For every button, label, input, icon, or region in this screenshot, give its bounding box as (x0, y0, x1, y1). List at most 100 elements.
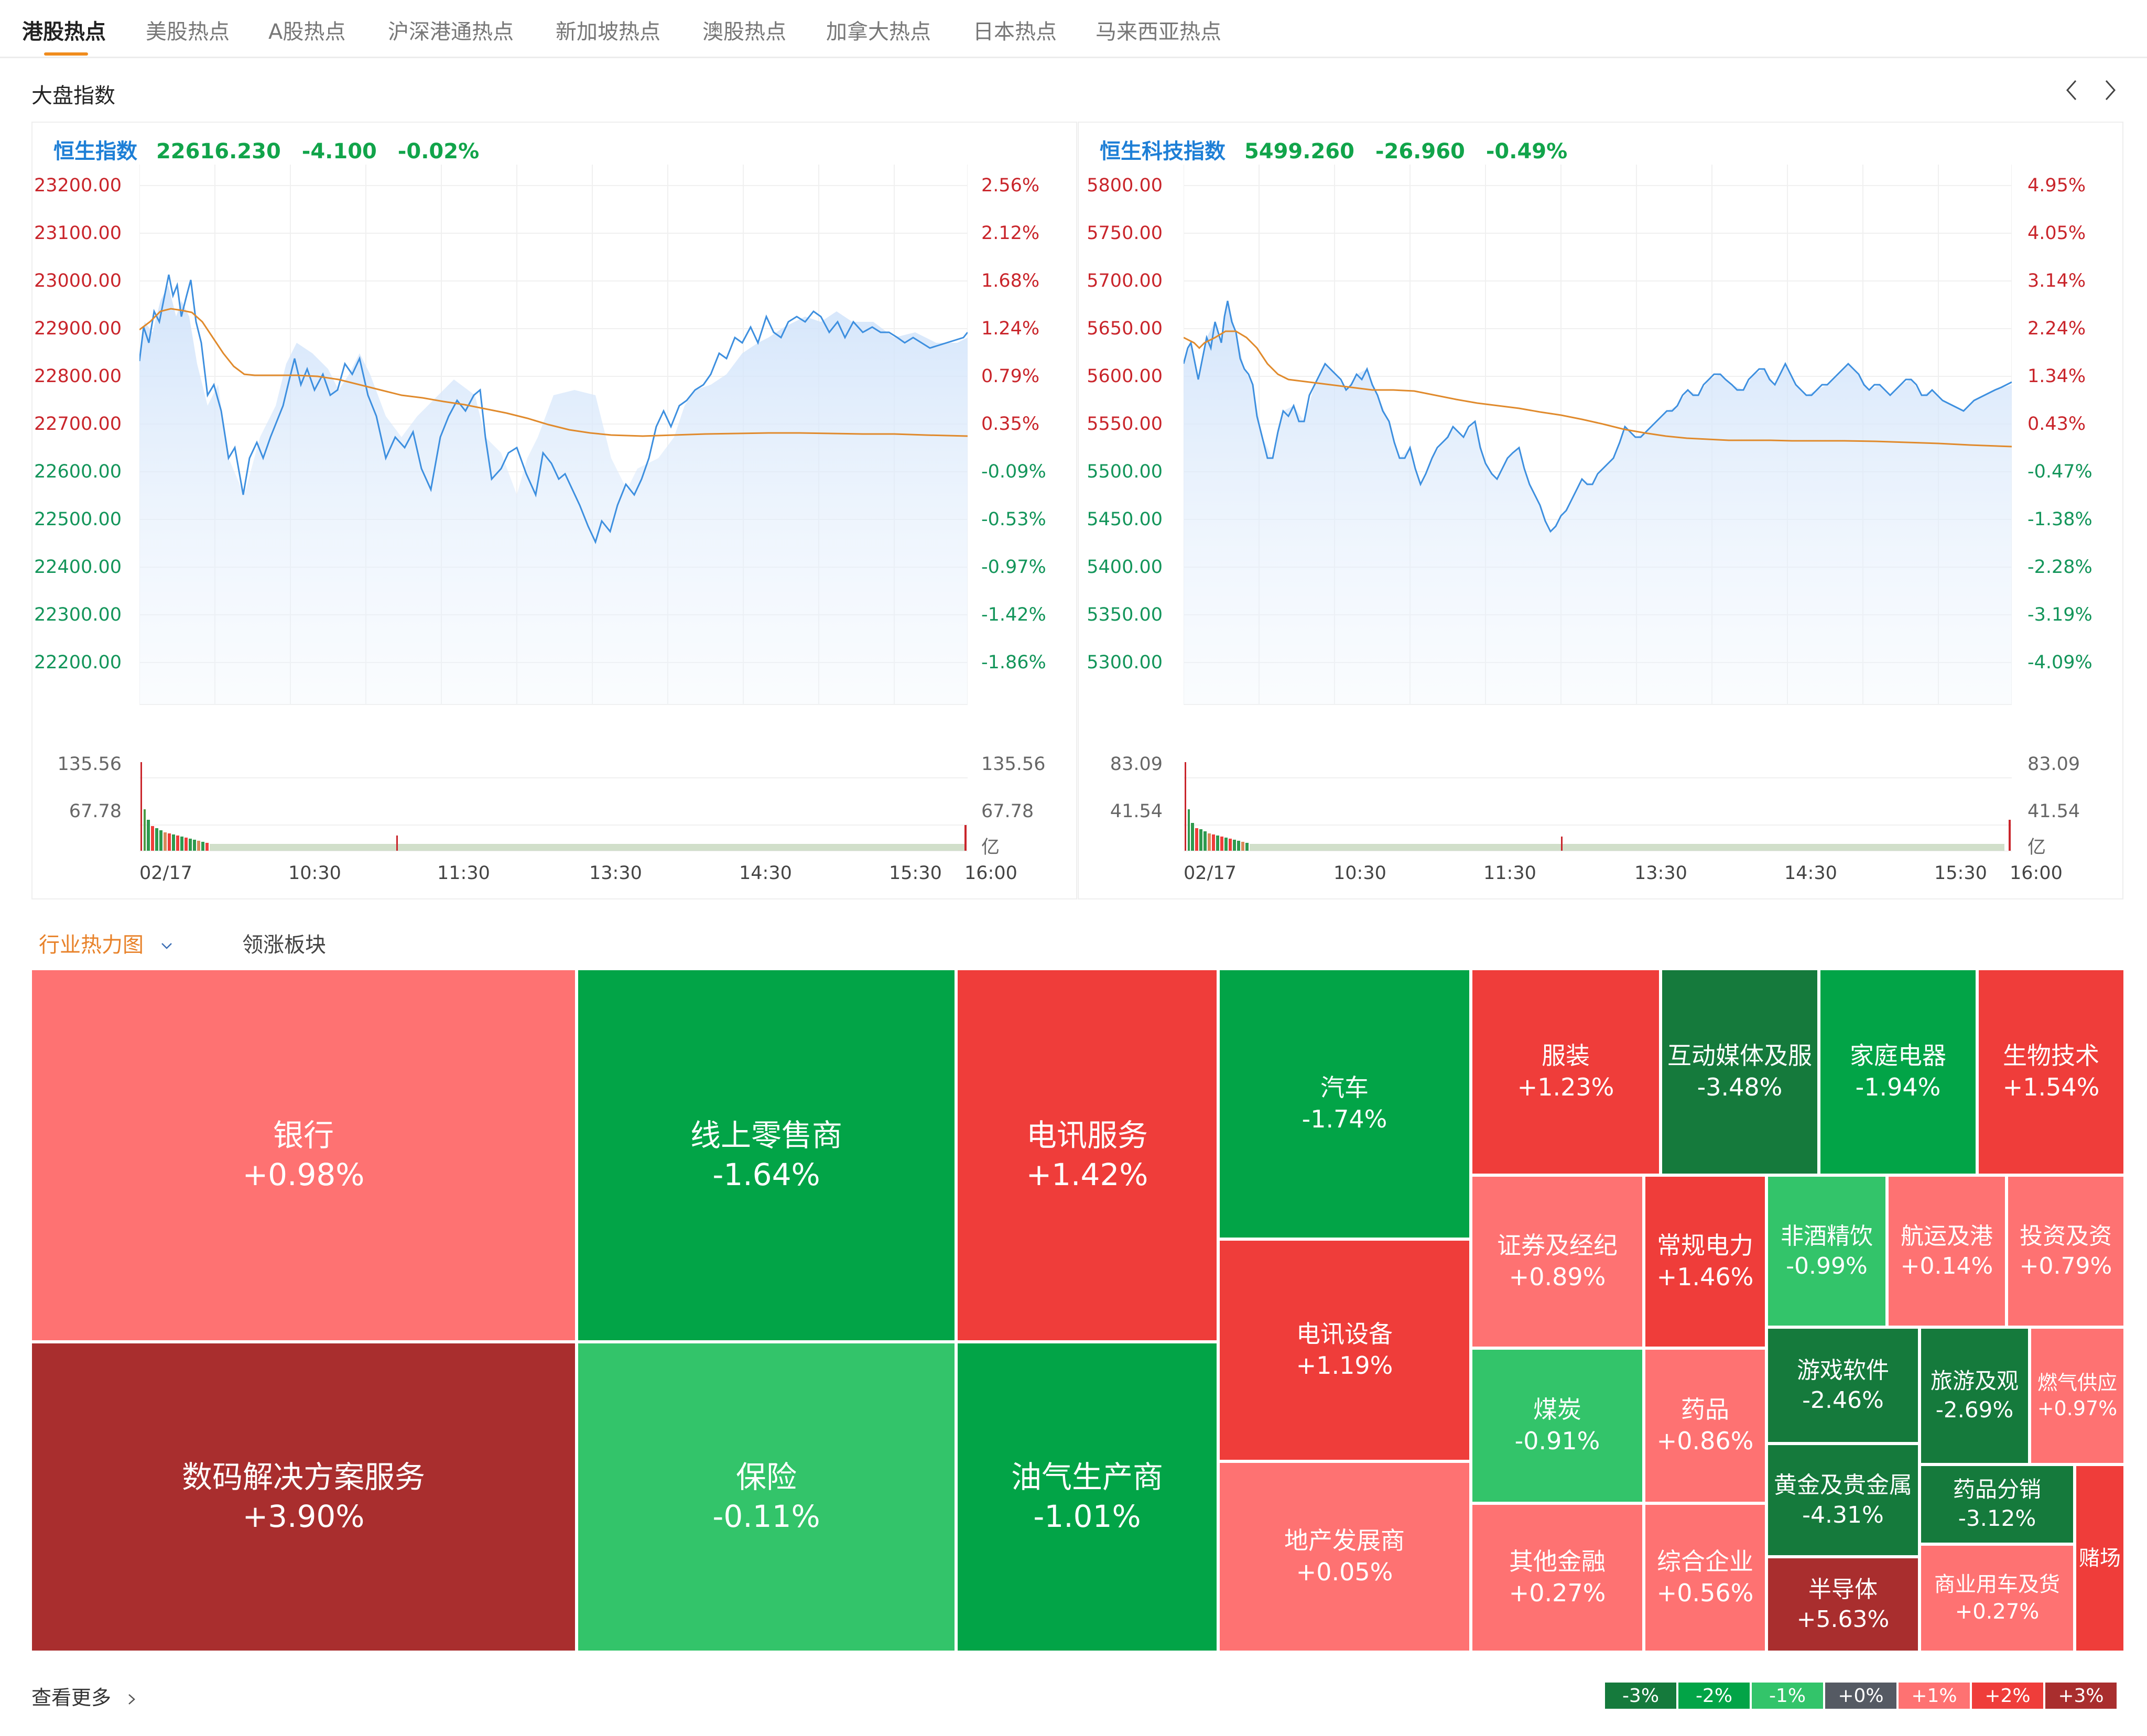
view-more-link[interactable]: 查看更多 (31, 1681, 138, 1710)
heatmap-tile[interactable]: 汽车 -1.74% (1218, 969, 1471, 1239)
chart-header: 恒生科技指数 5499.260 -26.960 -0.49% (1100, 134, 1581, 165)
y-tick-pct: 4.95% (2027, 175, 2086, 196)
volume-tick: 67.78 (981, 801, 1034, 822)
x-tick: 13:30 (1634, 863, 1687, 884)
heatmap-tile[interactable]: 常规电力 +1.46% (1644, 1175, 1766, 1348)
chart-panel-hstech[interactable]: 恒生科技指数 5499.260 -26.960 -0.49% 5800.00 5… (1078, 122, 2123, 899)
tab-a-share-hot[interactable]: A股热点 (268, 20, 346, 44)
tab-leading-sectors[interactable]: 领涨板块 (242, 933, 326, 957)
index-price: 22616.230 (156, 139, 281, 164)
tab-connect-hot[interactable]: 沪深港通热点 (388, 20, 514, 44)
tab-industry-heatmap[interactable]: 行业热力图 (39, 928, 175, 958)
y-tick: 23100.00 (34, 223, 122, 244)
y-tick-pct: -0.09% (981, 461, 1046, 482)
x-tick: 02/17 (139, 863, 192, 884)
y-tick-pct: -1.38% (2027, 509, 2092, 530)
y-tick: 5550.00 (1087, 414, 1163, 435)
y-tick-pct: 1.24% (981, 318, 1040, 339)
x-tick: 16:00 (2010, 863, 2063, 884)
y-tick: 5800.00 (1087, 175, 1163, 196)
volume-tick: 83.09 (2027, 754, 2080, 775)
view-more-label: 查看更多 (31, 1686, 112, 1709)
heatmap-tile[interactable]: 旅游及观 -2.69% (1920, 1327, 2030, 1464)
heatmap-tile[interactable]: 药品分销 -3.12% (1920, 1464, 2075, 1544)
heatmap-tile[interactable]: 油气生产商 -1.01% (956, 1342, 1218, 1652)
y-tick: 5650.00 (1087, 318, 1163, 339)
y-tick-pct: -0.53% (981, 509, 1046, 530)
y-tick: 22200.00 (34, 652, 122, 673)
y-tick-pct: 3.14% (2027, 270, 2086, 291)
heatmap-tile[interactable]: 银行 +0.98% (30, 969, 577, 1342)
chevron-right-icon (128, 1694, 135, 1705)
volume-tick: 41.54 (1110, 801, 1163, 822)
legend-item: +1% (1899, 1683, 1970, 1709)
intraday-chart[interactable] (1184, 165, 2012, 851)
index-name[interactable]: 恒生科技指数 (1100, 139, 1226, 164)
tab-us-hot[interactable]: 美股热点 (146, 20, 230, 44)
heatmap-tile[interactable]: 综合企业 +0.56% (1644, 1503, 1766, 1652)
y-tick: 5700.00 (1087, 270, 1163, 291)
legend-item: -1% (1752, 1683, 1823, 1709)
tab-singapore-hot[interactable]: 新加坡热点 (556, 20, 660, 44)
volume-bars (140, 762, 967, 851)
volume-tick: 135.56 (981, 754, 1046, 775)
x-tick: 16:00 (964, 863, 1017, 884)
heatmap-tile[interactable]: 其他金融 +0.27% (1471, 1503, 1644, 1652)
heatmap-tile[interactable]: 互动媒体及服 -3.48% (1661, 969, 1819, 1175)
volume-tick: 83.09 (1110, 754, 1163, 775)
heatmap-tile[interactable]: 半导体 +5.63% (1766, 1557, 1920, 1652)
heatmap-tile[interactable]: 黄金及贵金属 -4.31% (1766, 1444, 1920, 1557)
heatmap-tile[interactable]: 游戏软件 -2.46% (1766, 1327, 1920, 1444)
heatmap-tile[interactable]: 煤炭 -0.91% (1471, 1348, 1644, 1503)
heatmap-tile[interactable]: 非酒精饮 -0.99% (1766, 1175, 1887, 1327)
legend-item: -2% (1678, 1683, 1750, 1709)
heatmap-tile[interactable]: 生物技术 +1.54% (1977, 969, 2125, 1175)
tab-hk-hot[interactable]: 港股热点 (22, 20, 106, 44)
heatmap-tile[interactable]: 电讯服务 +1.42% (956, 969, 1218, 1342)
tab-japan-hot[interactable]: 日本热点 (973, 20, 1057, 44)
index-name[interactable]: 恒生指数 (53, 139, 137, 164)
heatmap-tile[interactable]: 燃气供应 +0.97% (2030, 1327, 2125, 1464)
heatmap-tile[interactable]: 保险 -0.11% (577, 1342, 956, 1652)
heatmap-tile[interactable]: 商业用车及货 +0.27% (1920, 1544, 2075, 1652)
y-tick: 5500.00 (1087, 461, 1163, 482)
tab-malaysia-hot[interactable]: 马来西亚热点 (1096, 20, 1221, 44)
legend-item: +0% (1825, 1683, 1896, 1709)
legend-item: +2% (1972, 1683, 2043, 1709)
y-tick-pct: 2.56% (981, 175, 1040, 196)
heatmap-tile[interactable]: 证券及经纪 +0.89% (1471, 1175, 1644, 1348)
y-tick: 22300.00 (34, 604, 122, 625)
index-change-pct: -0.49% (1485, 139, 1568, 164)
legend-item: -3% (1605, 1683, 1676, 1709)
tab-canada-hot[interactable]: 加拿大热点 (826, 20, 931, 44)
tab-australia-hot[interactable]: 澳股热点 (702, 20, 786, 44)
y-tick-pct: 1.68% (981, 270, 1040, 291)
heatmap-tile[interactable]: 电讯设备 +1.19% (1218, 1239, 1471, 1461)
heatmap-tile[interactable]: 地产发展商 +0.05% (1218, 1461, 1471, 1652)
x-tick: 02/17 (1184, 863, 1237, 884)
next-button[interactable] (2097, 78, 2122, 103)
index-price: 5499.260 (1244, 139, 1354, 164)
heatmap-tile[interactable]: 线上零售商 -1.64% (577, 969, 956, 1342)
heatmap-tile[interactable]: 航运及港 +0.14% (1887, 1175, 2007, 1327)
y-tick-pct: -2.28% (2027, 557, 2092, 578)
y-tick-pct: 2.12% (981, 223, 1040, 244)
heatmap-tile[interactable]: 家庭电器 -1.94% (1819, 969, 1977, 1175)
heatmap-tile[interactable]: 药品 +0.86% (1644, 1348, 1766, 1503)
x-tick: 10:30 (288, 863, 341, 884)
chart-header: 恒生指数 22616.230 -4.100 -0.02% (53, 134, 493, 165)
y-tick: 22700.00 (34, 414, 122, 435)
heatmap-tile[interactable]: 投资及资 +0.79% (2007, 1175, 2125, 1327)
heatmap-tile[interactable]: 赌场 (2075, 1464, 2125, 1652)
intraday-chart[interactable] (139, 165, 968, 851)
index-change-pct: -0.02% (397, 139, 480, 164)
chart-panel-hsi[interactable]: 恒生指数 22616.230 -4.100 -0.02% 23200.00 23… (31, 122, 1077, 899)
heatmap-tile[interactable]: 数码解决方案服务 +3.90% (30, 1342, 577, 1652)
prev-button[interactable] (2060, 78, 2085, 103)
heatmap-tile[interactable]: 服装 +1.23% (1471, 969, 1661, 1175)
y-tick: 5750.00 (1087, 223, 1163, 244)
x-tick: 10:30 (1333, 863, 1386, 884)
y-tick-pct: -0.47% (2027, 461, 2092, 482)
y-tick: 5450.00 (1087, 509, 1163, 530)
y-tick: 5400.00 (1087, 557, 1163, 578)
